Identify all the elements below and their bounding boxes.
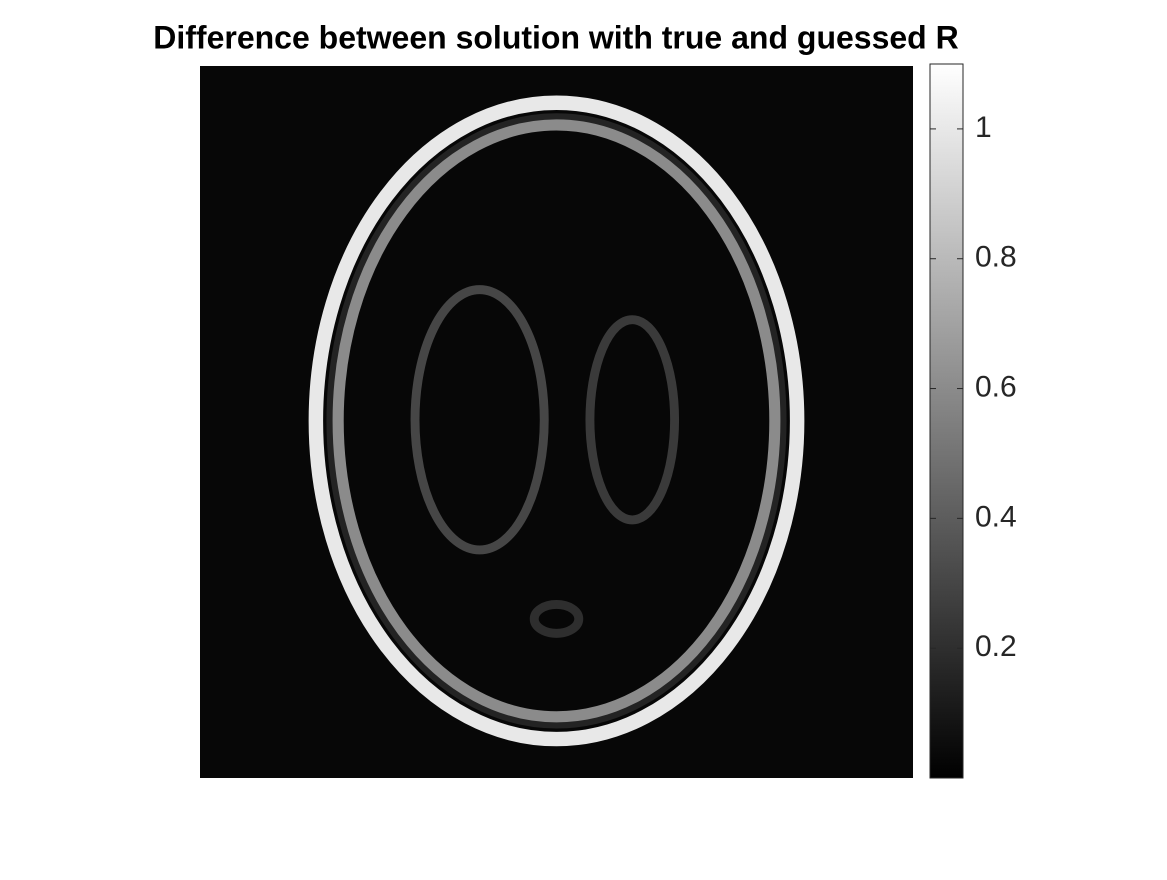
ring [410,285,549,555]
image-background [200,66,913,778]
chart-title: Difference between solution with true an… [153,19,958,55]
image [308,95,805,747]
ring [308,95,805,747]
colorbar-tick-label: 0.2 [975,630,1017,663]
colorbar-tick-label: 0.8 [975,241,1017,274]
ring [326,113,787,729]
colorbar-tick-label: 0.6 [975,370,1017,403]
ring [332,119,781,723]
colorbar-tick-label: 1 [975,111,992,144]
ring [529,599,584,638]
colorbar [929,63,964,779]
ring [585,315,680,525]
colorbar-tick-label: 0.4 [975,500,1017,533]
